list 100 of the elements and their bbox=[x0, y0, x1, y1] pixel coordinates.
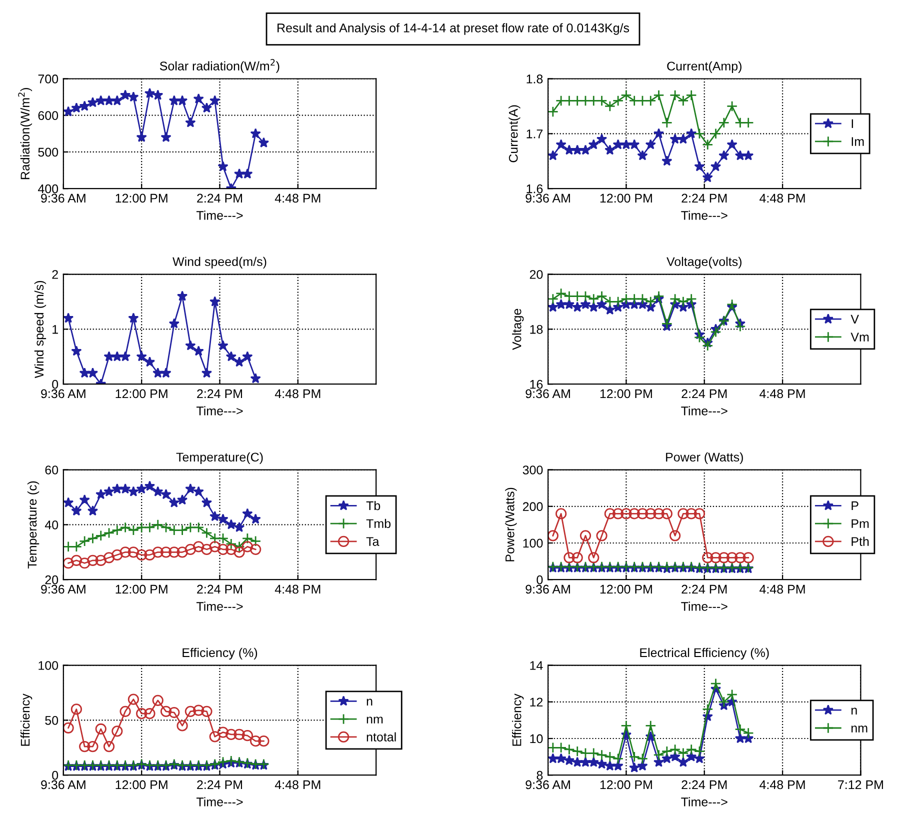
x-tick-label: 9:36 AM bbox=[41, 780, 86, 790]
x-tick-label: 2:24 PM bbox=[197, 389, 242, 398]
y-tick-label: 0 bbox=[536, 575, 543, 584]
legend-label: V bbox=[850, 314, 859, 324]
x-tick-label: 12:00 PM bbox=[116, 780, 168, 790]
y-tick-label: 50 bbox=[45, 716, 58, 725]
x-tick-label: 4:48 PM bbox=[274, 780, 320, 790]
legend-label: Vm bbox=[850, 332, 869, 342]
y-tick-label: 20 bbox=[45, 575, 58, 584]
y-tick-label: 700 bbox=[38, 74, 58, 84]
y-tick-label: 100 bbox=[38, 661, 58, 670]
legend-label: P bbox=[852, 501, 858, 510]
x-axis-title: Time---> bbox=[196, 210, 243, 220]
legend-label: I bbox=[852, 119, 853, 128]
legend-label: Pm bbox=[852, 519, 869, 528]
x-tick-label: 4:48 PM bbox=[760, 194, 805, 203]
legend-label: Pth bbox=[852, 536, 869, 546]
text: Result and Analysis of 14-4-14 at preset flow rate of 0.0143Kg/s bbox=[278, 23, 630, 35]
legend-label: ntotal bbox=[366, 732, 396, 742]
y-tick-label: 40 bbox=[44, 520, 58, 530]
y-axis-title: Efficiency bbox=[20, 694, 32, 746]
x-tick-label: 2:24 PM bbox=[682, 389, 727, 398]
x-tick-label: 12:00 PM bbox=[600, 389, 652, 398]
y-tick-label: 0 bbox=[52, 380, 58, 389]
x-axis-title: Time---> bbox=[196, 406, 243, 416]
x-tick-label: 4:48 PM bbox=[760, 584, 805, 594]
x-tick-label: 9:36 AM bbox=[526, 389, 570, 398]
x-tick-label: 9:36 AM bbox=[526, 194, 570, 203]
x-tick-label: 2:24 PM bbox=[682, 194, 727, 203]
legend-label: n bbox=[366, 698, 372, 706]
x-tick-label: 12:00 PM bbox=[116, 194, 168, 203]
x-tick-label: 7:12 PM bbox=[838, 780, 883, 790]
legend-label: n bbox=[852, 708, 857, 714]
x-tick-label: 12:00 PM bbox=[600, 780, 652, 790]
y-axis-title: Wind speed (m/s) bbox=[34, 280, 46, 378]
x-tick-label: 2:24 PM bbox=[197, 584, 242, 594]
legend-label: Ta bbox=[366, 537, 380, 546]
x-tick-label: 12:00 PM bbox=[600, 584, 652, 594]
y-tick-label: 0 bbox=[52, 770, 58, 780]
x-tick-label: 12:00 PM bbox=[116, 389, 168, 398]
x-tick-label: 9:36 AM bbox=[526, 780, 570, 790]
y-tick-label: 400 bbox=[38, 184, 58, 194]
legend-label: Tb bbox=[366, 500, 380, 510]
legend-label: Im bbox=[852, 137, 864, 146]
x-axis-title: Time---> bbox=[681, 797, 728, 806]
chart-title: Solar radiation(W/m$^{2}$) bbox=[160, 59, 280, 73]
y-tick-label: 10 bbox=[530, 734, 543, 744]
x-tick-label: 9:36 AM bbox=[526, 584, 570, 594]
y-tick-label: 20 bbox=[530, 270, 543, 279]
y-axis-title: Voltage bbox=[512, 308, 524, 350]
x-axis-title: Time---> bbox=[196, 602, 243, 611]
y-axis-title: Current(A) bbox=[508, 105, 520, 162]
y-tick-label: 14 bbox=[530, 661, 543, 670]
x-tick-label: 9:36 AM bbox=[41, 584, 86, 594]
x-tick-label: 4:48 PM bbox=[760, 780, 805, 790]
chart-title: Current(Amp) bbox=[667, 61, 742, 74]
x-tick-label: 2:24 PM bbox=[682, 780, 727, 790]
x-tick-label: 2:24 PM bbox=[682, 584, 727, 594]
y-tick-label: 18 bbox=[530, 324, 543, 334]
y-tick-label: 60 bbox=[45, 466, 58, 474]
y-axis-title: Efficiency bbox=[512, 694, 524, 746]
legend-label: nm bbox=[852, 726, 868, 732]
y-axis-title: Radiation(W/m$^{2}$) bbox=[18, 88, 32, 180]
x-tick-label: 2:24 PM bbox=[197, 780, 242, 790]
y-tick-label: 1 bbox=[52, 325, 58, 334]
chart-title: Temperature(C) bbox=[176, 452, 263, 464]
y-axis-title: Temperature (c) bbox=[27, 481, 40, 569]
x-axis-title: Time---> bbox=[681, 210, 728, 220]
x-axis-title: Time---> bbox=[196, 797, 243, 806]
x-axis-title: Time---> bbox=[681, 602, 728, 611]
legend-label: nm bbox=[366, 716, 383, 724]
y-tick-label: 1.7 bbox=[526, 130, 543, 138]
y-tick-label: 8 bbox=[536, 770, 543, 780]
y-tick-label: 600 bbox=[38, 111, 58, 120]
y-tick-label: 1.8 bbox=[526, 74, 543, 84]
y-tick-label: 1.6 bbox=[526, 184, 543, 194]
y-tick-label: 300 bbox=[522, 466, 543, 474]
chart-title: Electrical Efficiency (%) bbox=[640, 648, 769, 660]
y-tick-label: 2 bbox=[52, 270, 58, 279]
x-tick-label: 4:48 PM bbox=[274, 194, 320, 203]
chart-title: Wind speed(m/s) bbox=[172, 256, 266, 269]
y-tick-label: 16 bbox=[530, 380, 543, 389]
x-tick-label: 4:48 PM bbox=[760, 389, 805, 398]
x-tick-label: 4:48 PM bbox=[274, 584, 320, 594]
x-axis-title: Time---> bbox=[681, 406, 728, 416]
x-tick-label: 12:00 PM bbox=[116, 584, 168, 594]
x-tick-label: 9:36 AM bbox=[41, 389, 86, 398]
y-tick-label: 12 bbox=[530, 698, 543, 706]
y-axis-title: Power(Watts) bbox=[505, 488, 517, 562]
x-tick-label: 4:48 PM bbox=[274, 389, 320, 398]
y-tick-label: 200 bbox=[522, 502, 543, 512]
chart-title: Efficiency (%) bbox=[182, 648, 258, 660]
y-tick-label: 500 bbox=[38, 148, 58, 157]
y-tick-label: 100 bbox=[523, 538, 543, 548]
chart-title: Voltage(volts) bbox=[666, 256, 742, 269]
x-tick-label: 9:36 AM bbox=[41, 194, 86, 203]
x-tick-label: 2:24 PM bbox=[197, 194, 242, 203]
legend-label: Tmb bbox=[366, 518, 391, 528]
x-tick-label: 12:00 PM bbox=[600, 194, 652, 203]
chart-title: Power (Watts) bbox=[666, 452, 743, 464]
